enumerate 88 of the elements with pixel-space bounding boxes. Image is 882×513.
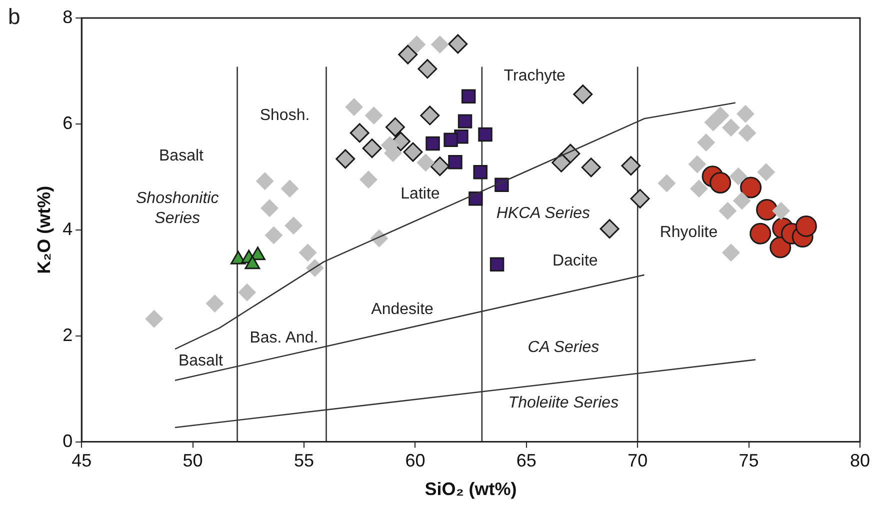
annotation: Basalt xyxy=(178,352,224,370)
annotation: Andesite xyxy=(371,300,434,318)
x-axis-title: SiO₂ (wt%) xyxy=(424,479,517,500)
point xyxy=(461,89,476,104)
point xyxy=(756,199,778,221)
y-tick-label: 2 xyxy=(62,324,73,345)
point xyxy=(360,170,378,189)
annotation: HKCA Series xyxy=(496,204,590,222)
y-tick-label: 4 xyxy=(62,218,73,239)
point xyxy=(697,133,716,152)
point xyxy=(418,59,438,79)
y-tick-label: 8 xyxy=(62,6,73,27)
annotation: Shosh. xyxy=(260,106,310,124)
point xyxy=(740,176,762,198)
y-axis-title: K₂O (wt%) xyxy=(34,186,54,274)
point xyxy=(690,180,708,198)
point xyxy=(688,155,706,174)
point xyxy=(490,257,504,272)
point xyxy=(448,34,468,54)
point xyxy=(238,283,256,302)
point xyxy=(260,199,279,218)
point xyxy=(772,202,790,220)
point xyxy=(600,219,620,239)
point xyxy=(573,84,593,104)
point xyxy=(430,35,449,54)
point xyxy=(473,165,488,180)
point xyxy=(350,123,370,143)
annotation: Basalt xyxy=(159,148,204,165)
annotation: Rhyolite xyxy=(660,224,718,241)
point xyxy=(284,216,303,235)
point xyxy=(630,188,650,208)
annotation: Trachyte xyxy=(504,68,566,85)
point xyxy=(264,226,283,244)
x-tick-label: 65 xyxy=(516,450,536,471)
point xyxy=(581,158,601,178)
point xyxy=(729,167,748,186)
point xyxy=(732,192,751,210)
point xyxy=(336,149,356,169)
point xyxy=(704,113,722,132)
point xyxy=(448,154,462,170)
point xyxy=(398,44,418,64)
point xyxy=(621,156,641,176)
point xyxy=(364,106,383,124)
point xyxy=(426,136,440,151)
point xyxy=(403,142,423,162)
point xyxy=(468,192,483,206)
point xyxy=(280,180,299,198)
point xyxy=(736,104,754,123)
point xyxy=(416,154,435,172)
text: b xyxy=(8,4,20,30)
x-tick-label: 55 xyxy=(294,450,314,471)
point xyxy=(298,244,317,262)
point xyxy=(795,215,817,237)
x-tick-label: 80 xyxy=(850,450,870,471)
annotation: Latite xyxy=(400,186,440,203)
point xyxy=(750,222,772,244)
x-tick-label: 70 xyxy=(628,450,648,471)
x-tick-label: 50 xyxy=(182,450,203,471)
point xyxy=(256,172,274,190)
point xyxy=(430,156,450,176)
annotation: Shoshonitic Series xyxy=(136,190,219,228)
point xyxy=(408,35,426,54)
point xyxy=(458,114,472,128)
annotation: Dacite xyxy=(552,252,598,270)
point xyxy=(385,117,405,137)
point xyxy=(420,106,440,126)
annotation: Tholeiite Series xyxy=(508,394,619,412)
point xyxy=(362,138,382,158)
annotation: CA Series xyxy=(528,338,600,356)
x-tick-label: 45 xyxy=(72,450,92,471)
x-tick-label: 60 xyxy=(405,450,426,471)
point xyxy=(722,244,740,262)
point xyxy=(658,174,676,192)
point xyxy=(718,202,737,220)
y-tick-label: 6 xyxy=(62,112,73,133)
point xyxy=(710,172,732,194)
point xyxy=(757,163,776,182)
x-tick-label: 75 xyxy=(738,450,759,471)
y-tick-label: 0 xyxy=(62,430,73,451)
point xyxy=(722,118,740,137)
point xyxy=(738,124,756,142)
annotation: Bas. And. xyxy=(250,329,318,346)
point xyxy=(770,236,792,258)
point xyxy=(345,98,364,116)
point xyxy=(206,294,224,313)
point xyxy=(444,132,458,147)
point xyxy=(478,127,492,142)
point xyxy=(145,310,164,328)
